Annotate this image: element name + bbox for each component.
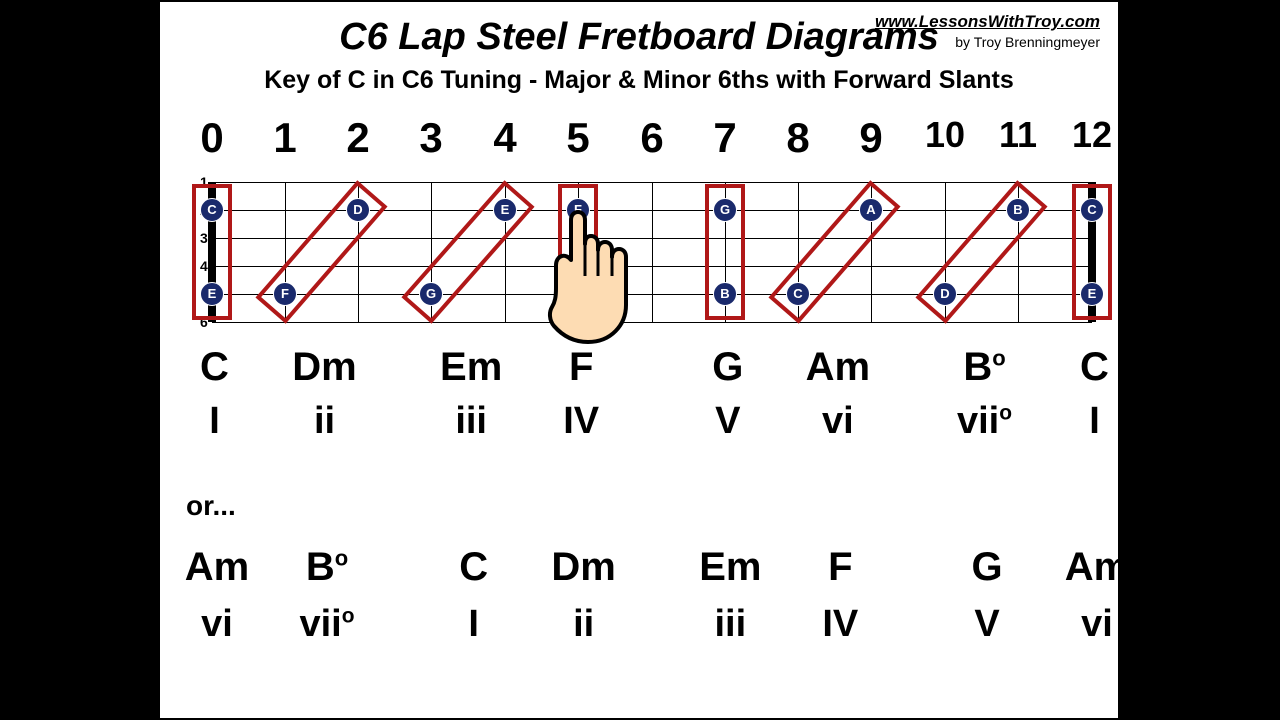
fret-number: 0: [200, 114, 223, 162]
fret-number: 10: [925, 114, 965, 156]
note-dot: E: [493, 198, 517, 222]
scale-degree: vi: [790, 402, 885, 440]
scale-degree: I: [1047, 402, 1142, 440]
note-dot: D: [933, 282, 957, 306]
scale-degree: vi: [167, 605, 267, 643]
scale-degree: IV: [790, 605, 890, 643]
chord-name: Bo: [937, 347, 1032, 387]
chord-name: G: [937, 547, 1037, 587]
note-dot: B: [1006, 198, 1030, 222]
note-dot: A: [859, 198, 883, 222]
chord-name: Bo: [277, 547, 377, 587]
note-dot: G: [713, 198, 737, 222]
shape-overlay: [192, 162, 1112, 342]
scale-degree: viio: [937, 402, 1032, 440]
chord-name: Am: [167, 547, 267, 587]
or-label: or...: [186, 490, 236, 522]
note-dot: G: [419, 282, 443, 306]
note-dot: B: [713, 282, 737, 306]
chord-name: F: [790, 547, 890, 587]
scale-degree: I: [424, 605, 524, 643]
fretboard: 123456CEFDGEFAGBCADBCE: [212, 182, 1092, 322]
note-dot: E: [200, 282, 224, 306]
chord-name: Em: [680, 547, 780, 587]
chord-name: Am: [790, 347, 885, 387]
chord-name: Em: [424, 347, 519, 387]
chord-name: C: [1047, 347, 1142, 387]
hand-cursor-icon: [536, 202, 646, 352]
scale-degree: V: [680, 402, 775, 440]
scale-degree: ii: [277, 402, 372, 440]
scale-degree: ii: [534, 605, 634, 643]
byline: by Troy Brenningmeyer: [955, 34, 1100, 50]
chord-name: C: [424, 547, 524, 587]
diagram-page: C6 Lap Steel Fretboard Diagrams www.Less…: [158, 0, 1120, 720]
fret-number: 12: [1072, 114, 1112, 156]
chord-name: G: [680, 347, 775, 387]
note-dot: F: [273, 282, 297, 306]
fret-number: 1: [273, 114, 296, 162]
chord-name: Dm: [277, 347, 372, 387]
scale-degree: I: [167, 402, 262, 440]
chord-name: C: [167, 347, 262, 387]
note-dot: C: [786, 282, 810, 306]
chord-name: Dm: [534, 547, 634, 587]
source-url: www.LessonsWithTroy.com: [875, 12, 1100, 32]
fret-number: 5: [566, 114, 589, 162]
fret-number: 6: [640, 114, 663, 162]
fret-number: 7: [713, 114, 736, 162]
note-dot: E: [1080, 282, 1104, 306]
scale-degree: iii: [424, 402, 519, 440]
note-dot: D: [346, 198, 370, 222]
scale-degree: IV: [534, 402, 629, 440]
fret-number: 2: [346, 114, 369, 162]
fret-number: 4: [493, 114, 516, 162]
scale-degree: iii: [680, 605, 780, 643]
chord-name: Am: [1047, 547, 1147, 587]
subtitle: Key of C in C6 Tuning - Major & Minor 6t…: [160, 66, 1118, 95]
scale-degree: vi: [1047, 605, 1147, 643]
scale-degree: V: [937, 605, 1037, 643]
note-dot: C: [200, 198, 224, 222]
note-dot: C: [1080, 198, 1104, 222]
fret-number: 9: [859, 114, 882, 162]
fret-number: 3: [419, 114, 442, 162]
scale-degree: viio: [277, 605, 377, 643]
chord-name: F: [534, 347, 629, 387]
fret-number: 8: [786, 114, 809, 162]
fret-number: 11: [999, 114, 1037, 156]
